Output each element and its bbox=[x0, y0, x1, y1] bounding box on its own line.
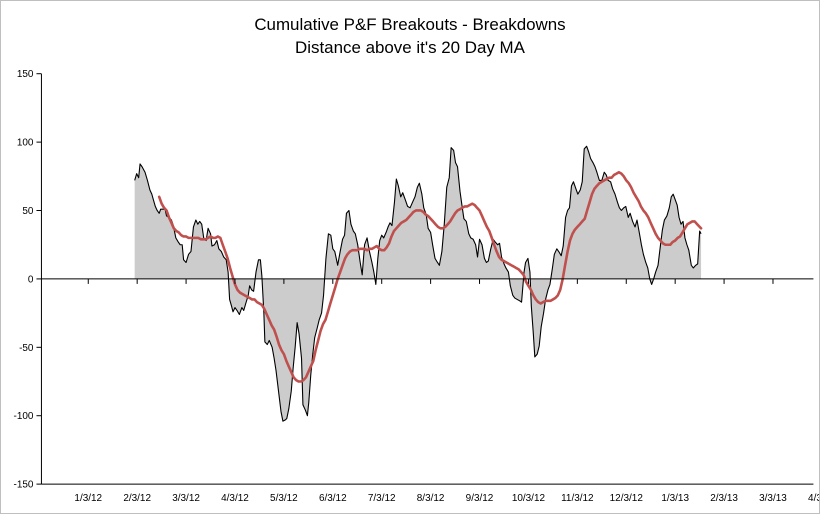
chart-title: Cumulative P&F Breakouts - Breakdowns bbox=[254, 15, 565, 34]
x-tick-label: 2/3/12 bbox=[123, 493, 151, 504]
series-line-ma bbox=[157, 170, 703, 383]
x-tick-label: 11/3/12 bbox=[561, 493, 594, 504]
series-area-fill bbox=[134, 146, 702, 422]
x-tick-label: 1/3/12 bbox=[74, 493, 102, 504]
y-tick-label: 150 bbox=[17, 69, 34, 80]
x-tick-label: 8/3/12 bbox=[417, 493, 445, 504]
y-tick-label: 0 bbox=[28, 274, 34, 285]
x-tick-label: 3/3/12 bbox=[172, 493, 200, 504]
x-tick-label: 2/3/13 bbox=[710, 493, 738, 504]
plot-area: 150 100 50 0 -50 -100 -150 1/3/12 2/3/12 3/3/12 4/… bbox=[14, 69, 820, 504]
x-tick-label: 4/3/13 bbox=[808, 493, 820, 504]
x-tick-label: 10/3/12 bbox=[512, 493, 546, 504]
y-tick-label: -100 bbox=[14, 411, 34, 422]
chart-subtitle: Distance above it's 20 Day MA bbox=[295, 38, 526, 57]
x-tick-label: 9/3/12 bbox=[466, 493, 494, 504]
y-tick-label: -150 bbox=[14, 480, 34, 491]
y-tick-label: 100 bbox=[17, 138, 34, 149]
x-tick-label: 3/3/13 bbox=[759, 493, 787, 504]
x-tick-label: 12/3/12 bbox=[610, 493, 644, 504]
series-line-breakouts bbox=[134, 145, 702, 422]
y-tick-label: 50 bbox=[22, 206, 34, 217]
x-tick-label: 5/3/12 bbox=[270, 493, 298, 504]
y-tick-label: -50 bbox=[19, 343, 34, 354]
x-tick-label: 1/3/13 bbox=[661, 493, 689, 504]
x-tick-label: 4/3/12 bbox=[221, 493, 249, 504]
x-tick-label: 7/3/12 bbox=[368, 493, 396, 504]
x-tick-label: 6/3/12 bbox=[319, 493, 347, 504]
